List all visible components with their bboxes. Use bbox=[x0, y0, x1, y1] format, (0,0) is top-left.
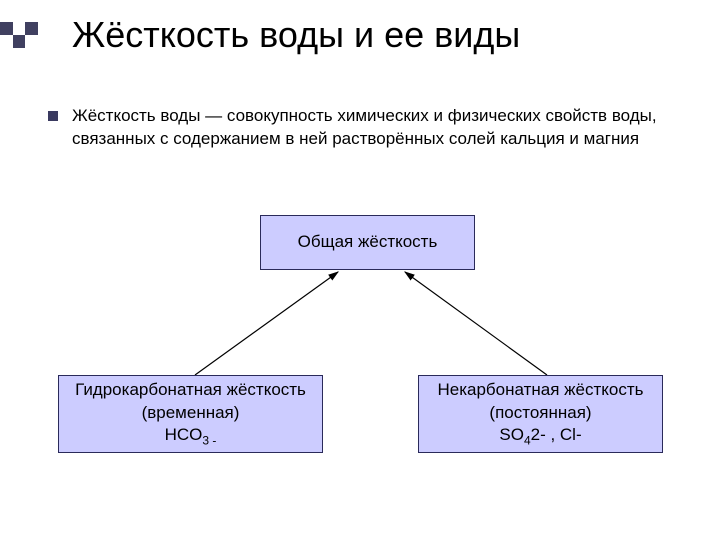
slide-title: Жёсткость воды и ее виды bbox=[72, 14, 520, 56]
node-right-line2: (постоянная) bbox=[489, 402, 591, 424]
node-left-line2: (временная) bbox=[142, 402, 240, 424]
node-right-line3: SO42- , Cl- bbox=[499, 424, 581, 449]
node-top-label: Общая жёсткость bbox=[298, 231, 438, 253]
bullet-marker bbox=[48, 111, 58, 121]
node-right-line1: Некарбонатная жёсткость bbox=[437, 379, 643, 401]
body-text: Жёсткость воды — совокупность химических… bbox=[72, 105, 680, 151]
slide-decoration bbox=[0, 22, 38, 48]
diagram-node-right: Некарбонатная жёсткость (постоянная) SO4… bbox=[418, 375, 663, 453]
diagram-container: Общая жёсткость Гидрокарбонатная жёсткос… bbox=[0, 200, 720, 520]
body-bullet: Жёсткость воды — совокупность химических… bbox=[48, 105, 680, 151]
node-left-line3: HCO3 - bbox=[165, 424, 217, 449]
diagram-node-left: Гидрокарбонатная жёсткость (временная) H… bbox=[58, 375, 323, 453]
diagram-node-top: Общая жёсткость bbox=[260, 215, 475, 270]
node-left-line1: Гидрокарбонатная жёсткость bbox=[75, 379, 306, 401]
